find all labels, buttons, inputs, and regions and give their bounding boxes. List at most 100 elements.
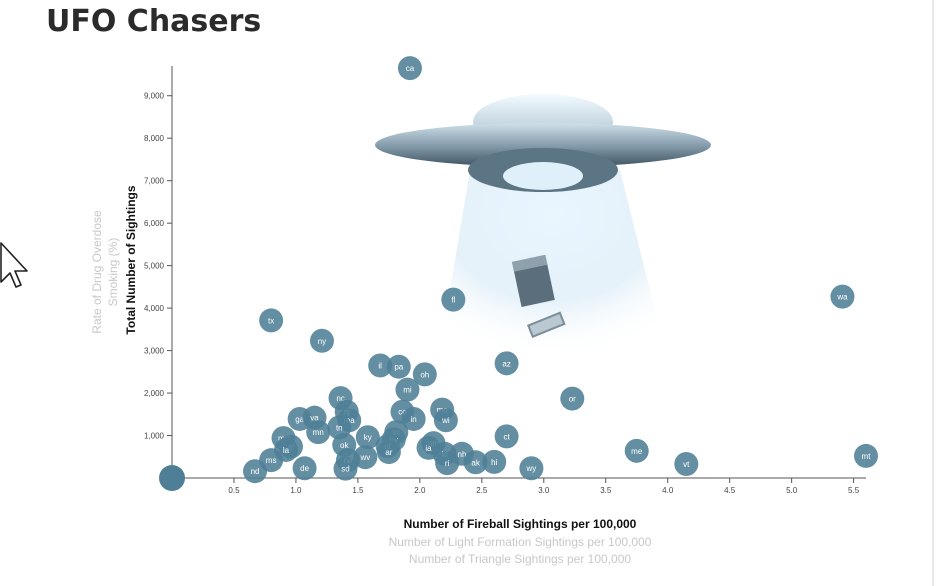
ufo-saucer xyxy=(375,123,711,167)
state-bubble-wy[interactable]: wy xyxy=(519,456,544,481)
state-bubble-mt[interactable]: mt xyxy=(854,443,878,468)
state-bubble-nd[interactable]: nd xyxy=(243,459,268,484)
state-bubble-wi[interactable]: wi xyxy=(433,408,458,433)
state-bubble-ny[interactable]: ny xyxy=(309,328,334,353)
x-tick-label: 4.5 xyxy=(724,486,736,495)
bubble-label: ak xyxy=(471,458,480,467)
state-bubble-ri[interactable]: ri xyxy=(435,451,460,476)
y-tick-label: 9,000 xyxy=(144,92,165,101)
state-bubble-il[interactable]: il xyxy=(368,353,393,378)
state-bubble-az[interactable]: az xyxy=(494,351,519,376)
bubble-label: ma xyxy=(344,416,356,425)
bubble-marker[interactable] xyxy=(519,456,544,481)
x-tick-label: 2.5 xyxy=(476,486,488,495)
x-tick-label: 3.5 xyxy=(600,486,612,495)
state-bubble-ak[interactable]: ak xyxy=(463,450,488,475)
right-divider xyxy=(932,0,934,586)
bubble-marker[interactable] xyxy=(401,406,426,431)
bubble-marker[interactable] xyxy=(353,445,378,470)
x-tick-label: 1.5 xyxy=(352,486,364,495)
bubble-label: ga xyxy=(295,415,304,424)
bubble-marker[interactable] xyxy=(333,456,358,481)
x-axis-label-triangle[interactable]: Number of Triangle Sightings per 100,000 xyxy=(408,552,632,566)
bubble-label: wi xyxy=(441,416,450,425)
state-bubble-mi[interactable]: mi xyxy=(395,377,420,402)
bubble-marker[interactable] xyxy=(386,354,411,379)
bubble-marker[interactable] xyxy=(433,408,458,433)
state-bubble-wv[interactable]: wv xyxy=(353,445,378,470)
bubble-marker[interactable] xyxy=(309,328,334,353)
state-bubble-in[interactable]: in xyxy=(401,406,426,431)
state-bubble-or[interactable]: or xyxy=(560,386,585,411)
state-bubble-tx[interactable]: tx xyxy=(259,308,284,333)
bubble-marker[interactable] xyxy=(560,386,585,411)
y-tick-label: 1,000 xyxy=(144,432,165,441)
bubble-marker[interactable] xyxy=(494,424,519,449)
y-axis-label-drug-overdose[interactable]: Rate of Drug Overdose xyxy=(90,210,104,334)
bubble-marker[interactable] xyxy=(306,420,331,445)
x-tick-label: 2.0 xyxy=(414,486,426,495)
y-axis-label-smoking[interactable]: Smoking (%) xyxy=(106,237,120,307)
bubble-label: in xyxy=(411,415,417,424)
state-bubble-me[interactable]: me xyxy=(624,438,649,463)
state-bubble-ct[interactable]: ct xyxy=(494,424,519,449)
state-bubble-hi[interactable]: hi xyxy=(482,449,507,474)
state-bubble-vt[interactable]: vt xyxy=(674,451,699,476)
state-bubble-oh[interactable]: oh xyxy=(412,362,437,387)
axes xyxy=(171,66,866,479)
state-bubble-ky[interactable]: ky xyxy=(355,425,380,450)
bubble-marker[interactable] xyxy=(368,353,393,378)
bubble-marker[interactable] xyxy=(463,450,488,475)
x-tick-label: 5.5 xyxy=(848,486,860,495)
y-tick-label: 3,000 xyxy=(144,347,165,356)
state-bubble-ar[interactable]: ar xyxy=(376,440,401,465)
bubble-marker[interactable] xyxy=(376,440,401,465)
y-axis-label-total-sightings[interactable]: Total Number of Sightings xyxy=(124,185,138,335)
origin-marker xyxy=(159,465,185,491)
bubble-label: sd xyxy=(341,465,349,474)
bubble-marker[interactable] xyxy=(412,362,437,387)
bubble-label: vt xyxy=(683,460,690,469)
bubble-marker[interactable] xyxy=(854,443,878,468)
bubble-marker[interactable] xyxy=(482,449,507,474)
bubble-marker[interactable] xyxy=(624,438,649,463)
bubble-label: mn xyxy=(313,428,324,437)
bubble-label: co xyxy=(398,408,407,417)
bubble-marker[interactable] xyxy=(830,284,855,309)
x-axis-label-fireball[interactable]: Number of Fireball Sightings per 100,000 xyxy=(403,517,637,531)
bubble-marker[interactable] xyxy=(441,287,466,312)
bubble-label: oh xyxy=(420,370,429,379)
bubble-marker[interactable] xyxy=(397,56,422,81)
bubble-marker[interactable] xyxy=(435,451,460,476)
bubble-label: ar xyxy=(385,448,392,457)
bubble-marker[interactable] xyxy=(674,451,699,476)
state-bubble-mn[interactable]: mn xyxy=(306,420,331,445)
bubble-label: or xyxy=(569,395,576,404)
bubble-marker[interactable] xyxy=(259,308,284,333)
state-bubble-ca[interactable]: ca xyxy=(397,56,422,81)
bubble-label: mi xyxy=(403,386,412,395)
tick-labels: 0.5 1.0 1.5 2.0 2.5 3.0 3.5 4.0 4.5 5.0 5.5 1,000 2,… xyxy=(144,92,860,495)
x-axis-label-light-formation[interactable]: Number of Light Formation Sightings per … xyxy=(388,535,652,549)
bubble-label: wa xyxy=(836,293,848,302)
state-bubble-pa[interactable]: pa xyxy=(386,354,411,379)
bubble-marker[interactable] xyxy=(355,425,380,450)
bubble-label: la xyxy=(283,446,290,455)
bubble-label: wv xyxy=(359,453,370,462)
state-bubble-fl[interactable]: fl xyxy=(441,287,466,312)
bubble-marker[interactable] xyxy=(292,456,317,481)
state-bubble-sd[interactable]: sd xyxy=(333,456,358,481)
bubble-label: hi xyxy=(491,458,497,467)
bubble-label: ok xyxy=(340,441,349,450)
bubble-marker[interactable] xyxy=(395,377,420,402)
state-bubble-wa[interactable]: wa xyxy=(830,284,855,309)
page-title: UFO Chasers xyxy=(46,4,262,39)
state-bubble-de[interactable]: de xyxy=(292,456,317,481)
bubble-marker[interactable] xyxy=(494,351,519,376)
floating-box-icon xyxy=(512,254,555,307)
y-tick-label: 4,000 xyxy=(144,304,165,313)
x-tick-label: 0.5 xyxy=(228,486,240,495)
x-tick-label: 5.0 xyxy=(786,486,798,495)
bubble-label: ia xyxy=(425,444,432,453)
bubble-marker[interactable] xyxy=(243,459,268,484)
